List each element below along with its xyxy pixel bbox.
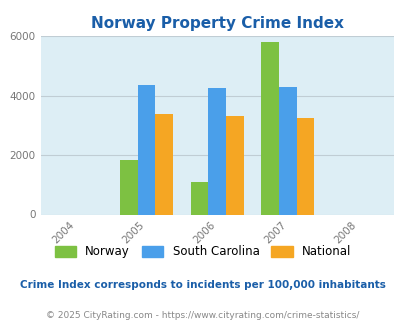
Bar (296, 118, 313, 214)
Text: © 2025 CityRating.com - https://www.cityrating.com/crime-statistics/: © 2025 CityRating.com - https://www.city… (46, 311, 359, 320)
Text: Crime Index corresponds to incidents per 100,000 inhabitants: Crime Index corresponds to incidents per… (20, 280, 385, 290)
Legend: Norway, South Carolina, National: Norway, South Carolina, National (51, 242, 354, 262)
Bar (226, 116, 243, 214)
Title: Norway Property Crime Index: Norway Property Crime Index (90, 16, 343, 31)
Bar (190, 182, 208, 214)
Bar (120, 160, 137, 214)
Bar (155, 114, 173, 214)
Bar (137, 85, 155, 214)
Bar (208, 88, 226, 214)
Bar (278, 87, 296, 214)
Bar (261, 42, 278, 215)
